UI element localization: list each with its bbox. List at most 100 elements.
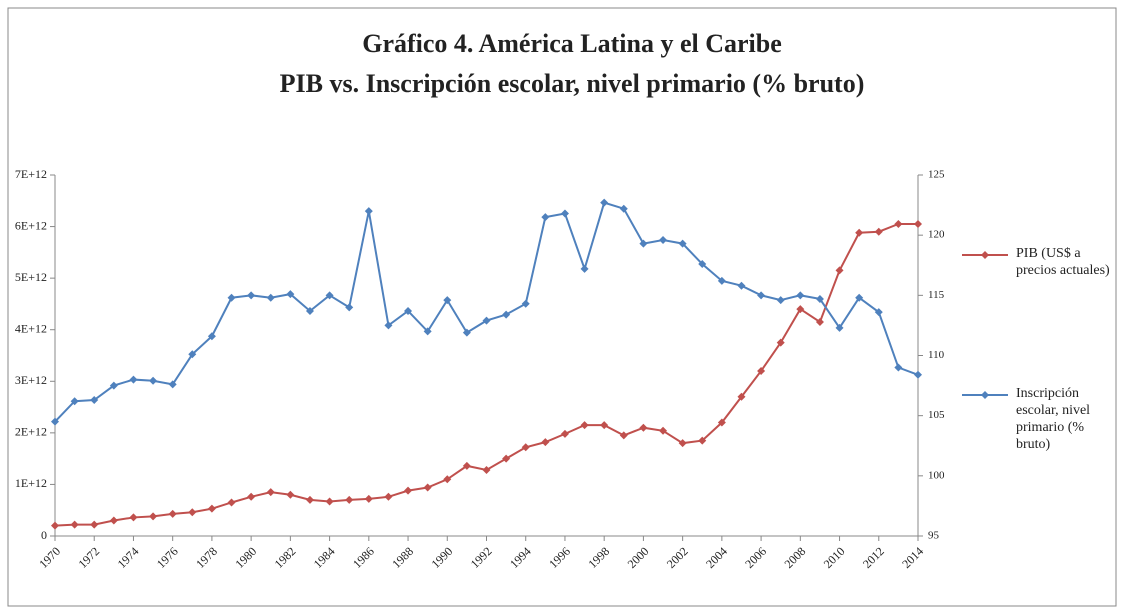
data-point: [580, 264, 589, 273]
data-point: [247, 291, 256, 300]
data-point: [443, 296, 452, 305]
data-point: [855, 228, 864, 237]
data-point: [678, 439, 687, 448]
data-point: [286, 290, 295, 299]
y2-tick-label: 100: [928, 469, 945, 481]
legend-marker: [981, 251, 989, 259]
data-point: [855, 293, 864, 302]
data-point: [776, 296, 785, 305]
data-point: [757, 366, 766, 375]
data-point: [894, 219, 903, 228]
data-point: [815, 294, 824, 303]
y-tick-label: 6E+12: [15, 218, 47, 232]
y-tick-label: 4E+12: [15, 321, 47, 335]
chart-frame: [7, 7, 1117, 607]
y2-tick-label: 125: [928, 169, 945, 181]
data-point: [659, 426, 668, 435]
y-tick-label: 1E+12: [15, 476, 47, 490]
data-point: [541, 438, 550, 447]
y-tick-label: 7E+12: [15, 167, 47, 181]
data-point: [462, 461, 471, 470]
y2-tick-label: 105: [928, 409, 945, 421]
data-point: [188, 508, 197, 517]
data-point: [266, 293, 275, 302]
legend-label: PIB (US$ a precios actuales): [1016, 246, 1110, 278]
data-point: [109, 381, 118, 390]
data-point: [737, 281, 746, 290]
data-point: [835, 323, 844, 332]
data-point: [659, 235, 668, 244]
data-point: [286, 490, 295, 499]
data-point: [404, 486, 413, 495]
data-point: [384, 321, 393, 330]
data-point: [541, 213, 550, 222]
data-point: [70, 520, 79, 529]
data-point: [70, 397, 79, 406]
data-point: [266, 488, 275, 497]
data-point: [168, 380, 177, 389]
data-point: [639, 239, 648, 248]
y-tick-label: 0: [41, 528, 47, 542]
data-point: [678, 239, 687, 248]
data-point: [482, 465, 491, 474]
data-point: [443, 475, 452, 484]
data-point: [521, 299, 530, 308]
data-point: [345, 495, 354, 504]
data-point: [757, 291, 766, 300]
data-point: [815, 317, 824, 326]
data-point: [404, 306, 413, 315]
data-point: [207, 504, 216, 513]
data-point: [600, 421, 609, 430]
data-point: [776, 338, 785, 347]
data-point: [345, 303, 354, 312]
data-point: [305, 495, 314, 504]
data-point: [207, 332, 216, 341]
data-point: [600, 198, 609, 207]
data-point: [149, 376, 158, 385]
data-point: [325, 497, 334, 506]
y-tick-label: 2E+12: [15, 425, 47, 439]
data-point: [914, 219, 922, 228]
data-point: [619, 431, 628, 440]
data-point: [462, 328, 471, 337]
y2-tick-label: 95: [928, 530, 940, 542]
y-tick-label: 5E+12: [15, 270, 47, 284]
data-point: [423, 483, 432, 492]
data-point: [188, 350, 197, 359]
y2-tick-label: 120: [928, 229, 945, 241]
data-point: [521, 443, 530, 452]
data-point: [796, 291, 805, 300]
chart-subtitle: PIB vs. Inscripción escolar, nivel prima…: [280, 69, 865, 98]
data-point: [580, 421, 589, 430]
data-point: [90, 396, 99, 405]
y2-tick-label: 115: [928, 289, 945, 301]
data-point: [51, 521, 59, 530]
data-point: [129, 513, 138, 522]
data-point: [639, 423, 648, 432]
data-point: [717, 276, 726, 285]
data-point: [560, 209, 569, 218]
data-point: [227, 293, 236, 302]
data-point: [384, 492, 393, 501]
data-point: [325, 291, 334, 300]
chart-title: Gráfico 4. América Latina y el Caribe: [362, 29, 782, 58]
data-point: [109, 516, 118, 525]
data-point: [423, 327, 432, 336]
data-point: [482, 316, 491, 325]
data-point: [874, 308, 883, 317]
data-point: [874, 227, 883, 236]
data-point: [90, 520, 99, 529]
data-point: [227, 498, 236, 507]
data-point: [835, 266, 844, 275]
data-point: [364, 494, 373, 503]
data-point: [698, 436, 707, 445]
data-point: [168, 509, 177, 518]
data-point: [717, 418, 726, 427]
data-point: [502, 310, 511, 319]
data-point: [619, 204, 628, 213]
data-point: [502, 454, 511, 463]
y2-tick-label: 110: [928, 349, 945, 361]
data-point: [914, 370, 922, 379]
